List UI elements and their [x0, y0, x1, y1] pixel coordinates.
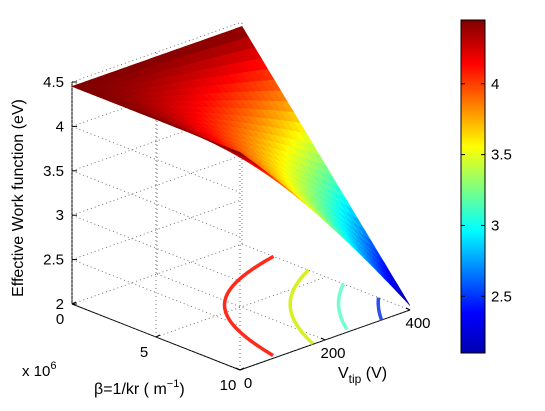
y-tick-mark — [239, 367, 245, 371]
z-tick-label: 3 — [56, 207, 64, 224]
y-axis-label-main: β=1/kr ( m — [94, 381, 167, 398]
z-tick-label: 3.5 — [43, 163, 64, 180]
z-tick-label: 4 — [56, 118, 64, 135]
contour-line — [376, 297, 384, 321]
x-axis-label-sub: tip — [349, 372, 362, 386]
contour-line — [222, 254, 275, 357]
y-axis-label-close: ) — [179, 381, 184, 398]
x-tick-mark — [320, 337, 326, 341]
contour-line — [336, 283, 349, 331]
colorbar-tick-label: 4 — [491, 76, 499, 93]
colorbar-tick-label: 3 — [491, 217, 499, 234]
y-multiplier-base: x 10 — [22, 363, 50, 380]
colorbar-tick-label: 3.5 — [491, 147, 512, 164]
y-tick-label: 0 — [56, 311, 64, 328]
y-multiplier-exp: 6 — [50, 360, 56, 372]
y-tick-mark — [71, 301, 77, 305]
contour-line — [288, 268, 315, 345]
y-axis-label: β=1/kr ( m−1) — [94, 378, 185, 398]
x-axis-label-main: V — [338, 365, 349, 382]
y-tick-label: 10 — [220, 377, 237, 394]
y-axis-ticks: 0 5 10 — [56, 301, 245, 394]
floor-contours — [222, 254, 384, 357]
y-axis-label-sup: −1 — [167, 378, 180, 390]
surface-patch — [233, 149, 247, 158]
x-axis-label-unit: (V) — [361, 365, 387, 382]
z-tick-label: 4.5 — [43, 74, 64, 91]
x-tick-label: 400 — [405, 315, 430, 332]
work-function-surface — [71, 26, 411, 306]
z-tick-label: 2 — [56, 296, 64, 313]
x-tick-label: 200 — [320, 345, 345, 362]
x-tick-mark — [405, 307, 411, 311]
z-axis-label: Effective Work function (eV) — [10, 99, 27, 297]
colorbar-ticks: 2.5 3 3.5 4 — [461, 76, 512, 305]
y-tick-mark — [155, 334, 161, 338]
y-tick-label: 5 — [140, 344, 148, 361]
y-multiplier: x 106 — [22, 360, 56, 380]
x-axis-ticks: 0 200 400 — [235, 307, 431, 392]
x-tick-label: 0 — [244, 375, 252, 392]
x-axis-label: Vtip (V) — [338, 365, 387, 386]
colorbar: 2.5 3 3.5 4 — [460, 19, 512, 354]
x-tick-mark — [235, 367, 241, 371]
z-axis-ticks: 2 2.5 3 3.5 4 4.5 — [43, 74, 77, 313]
z-tick-label: 2.5 — [43, 252, 64, 269]
colorbar-gradient — [460, 19, 486, 354]
colorbar-tick-label: 2.5 — [491, 288, 512, 305]
